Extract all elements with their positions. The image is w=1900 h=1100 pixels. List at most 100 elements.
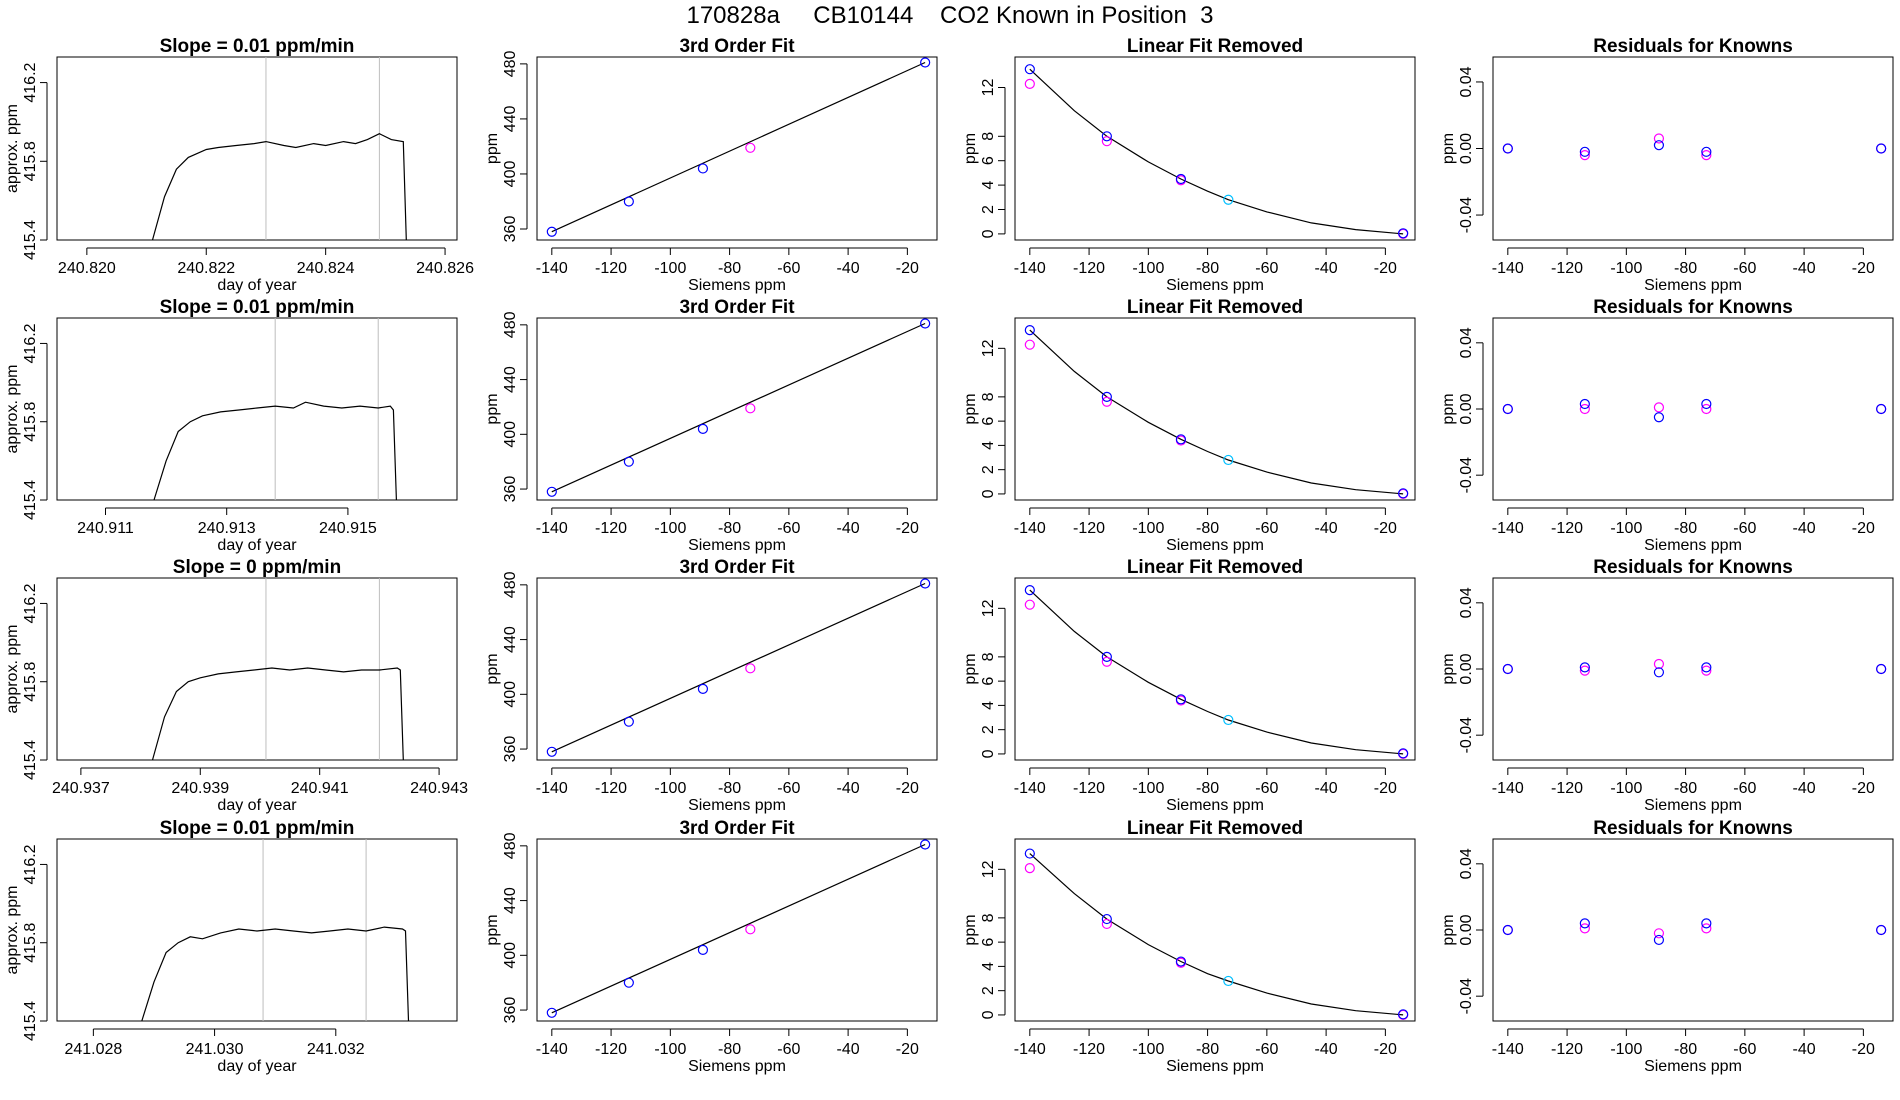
x-tick-label: 240.913 bbox=[198, 520, 256, 537]
data-point-fitted bbox=[745, 924, 756, 935]
x-tick-label: 240.941 bbox=[291, 780, 349, 797]
x-axis-label: day of year bbox=[217, 537, 297, 554]
y-tick-label: 12 bbox=[980, 599, 997, 617]
x-tick-label: 240.824 bbox=[297, 260, 355, 277]
y-axis-label: approx. ppm bbox=[4, 625, 21, 714]
x-tick-label: -20 bbox=[1374, 1041, 1397, 1058]
plot-frame bbox=[1492, 577, 1894, 761]
data-point-measured bbox=[1653, 412, 1665, 423]
panel-title: Linear Fit Removed bbox=[1127, 297, 1303, 318]
data-point-measured bbox=[1701, 398, 1712, 410]
y-tick-label: 360 bbox=[502, 476, 519, 503]
data-point-measured bbox=[920, 839, 931, 850]
data-point-fitted bbox=[1701, 150, 1712, 161]
x-tick-label: -100 bbox=[654, 780, 686, 797]
plot-area bbox=[1502, 658, 1887, 678]
data-point-measured bbox=[1398, 748, 1409, 759]
panel-title: 3rd Order Fit bbox=[679, 818, 795, 839]
x-axis-label: Siemens ppm bbox=[1166, 277, 1264, 294]
data-point-measured bbox=[1701, 918, 1712, 929]
data-point-measured bbox=[1502, 403, 1513, 415]
data-point-fitted bbox=[1101, 918, 1112, 930]
data-point-measured bbox=[1876, 924, 1887, 936]
x-tick-label: -80 bbox=[1674, 520, 1697, 537]
x-tick-label: -40 bbox=[837, 260, 860, 277]
data-point-measured bbox=[1024, 64, 1035, 75]
data-point-fitted bbox=[1579, 403, 1590, 415]
data-point-measured bbox=[697, 944, 709, 955]
y-tick-label: 416.2 bbox=[22, 583, 39, 623]
y-tick-label: 415.8 bbox=[22, 402, 39, 442]
x-tick-label: -40 bbox=[1793, 520, 1816, 537]
data-point-fitted bbox=[745, 663, 756, 674]
data-point-unknown bbox=[1223, 975, 1234, 987]
data-point-measured bbox=[1398, 1009, 1409, 1020]
panel-r2c1: 3rd Order Fit -140 -120 -100 -80 -60 -40 -20 Sie… bbox=[484, 557, 938, 814]
x-tick-label: -100 bbox=[654, 520, 686, 537]
x-tick-label: -100 bbox=[1132, 520, 1164, 537]
y-tick-label: 440 bbox=[502, 366, 519, 393]
y-tick-label: 4 bbox=[980, 962, 997, 971]
fit-curve bbox=[1029, 329, 1404, 495]
data-point-measured bbox=[1653, 140, 1665, 151]
y-tick-label: 0.00 bbox=[1458, 653, 1475, 684]
data-point-fitted bbox=[1701, 665, 1712, 676]
plot-frame bbox=[1492, 56, 1894, 241]
x-tick-label: 240.820 bbox=[58, 260, 116, 277]
y-axis-label: ppm bbox=[1440, 914, 1457, 945]
data-point-fitted bbox=[1653, 928, 1665, 939]
plot-frame bbox=[56, 577, 458, 761]
data-point-measured bbox=[546, 1007, 557, 1018]
y-tick-label: 400 bbox=[502, 161, 519, 188]
y-axis-label: ppm bbox=[484, 133, 501, 164]
x-tick-label: -120 bbox=[1073, 780, 1105, 797]
y-axis-label: ppm bbox=[1440, 653, 1457, 684]
y-tick-label: 12 bbox=[980, 860, 997, 878]
data-point-measured bbox=[1876, 403, 1887, 415]
y-tick-label: 0.04 bbox=[1458, 587, 1475, 618]
plot-frame bbox=[536, 56, 938, 241]
x-tick-label: -80 bbox=[1674, 780, 1697, 797]
x-tick-label: -120 bbox=[595, 260, 627, 277]
y-tick-label: 2 bbox=[980, 205, 997, 214]
x-tick-label: -80 bbox=[718, 780, 741, 797]
x-tick-label: -60 bbox=[1255, 1041, 1278, 1058]
data-point-measured bbox=[1175, 956, 1187, 967]
data-point-measured bbox=[1502, 143, 1513, 154]
x-tick-label: -60 bbox=[1733, 780, 1756, 797]
x-tick-label: -20 bbox=[1852, 780, 1875, 797]
x-tick-label: -40 bbox=[1315, 260, 1338, 277]
panel-r3c2: Linear Fit Removed -140 -120 -100 -80 -60 -40 -… bbox=[962, 818, 1416, 1075]
x-tick-label: -120 bbox=[1073, 520, 1105, 537]
panel-title: Residuals for Knowns bbox=[1593, 818, 1793, 839]
x-tick-label: -140 bbox=[536, 520, 568, 537]
x-axis-label: Siemens ppm bbox=[1644, 1058, 1742, 1075]
x-axis-label: Siemens ppm bbox=[1644, 277, 1742, 294]
data-point-measured bbox=[1024, 848, 1035, 859]
panel-r2c0: Slope = 0 ppm/min 240.937 240.939 240.941 24… bbox=[4, 557, 468, 814]
x-tick-label: -140 bbox=[536, 260, 568, 277]
panel-title: Linear Fit Removed bbox=[1127, 36, 1303, 57]
x-axis-label: Siemens ppm bbox=[688, 797, 786, 814]
data-point-measured bbox=[1653, 934, 1665, 946]
x-tick-label: -60 bbox=[777, 260, 800, 277]
x-tick-label: -140 bbox=[536, 1041, 568, 1058]
y-axis-label: approx. ppm bbox=[4, 365, 21, 454]
x-tick-label: 241.028 bbox=[64, 1041, 122, 1058]
y-tick-label: 4 bbox=[980, 441, 997, 450]
series-line bbox=[141, 926, 410, 1021]
x-tick-label: -20 bbox=[1852, 260, 1875, 277]
x-tick-label: -80 bbox=[718, 260, 741, 277]
panel-title: Linear Fit Removed bbox=[1127, 818, 1303, 839]
y-tick-label: 415.8 bbox=[22, 923, 39, 963]
panel-title: Slope = 0.01 ppm/min bbox=[160, 36, 355, 57]
panel-r1c3: Residuals for Knowns -140 -120 -100 -80 -60 -4… bbox=[1440, 297, 1894, 554]
plot-area bbox=[151, 57, 407, 240]
plot-frame bbox=[56, 56, 458, 241]
panel-r1c1: 3rd Order Fit -140 -120 -100 -80 -60 -40 -20 Sie… bbox=[484, 297, 938, 554]
y-tick-label: 415.4 bbox=[22, 480, 39, 520]
y-tick-label: 0.00 bbox=[1458, 393, 1475, 424]
data-point-fitted bbox=[1701, 403, 1712, 415]
y-tick-label: 8 bbox=[980, 392, 997, 401]
